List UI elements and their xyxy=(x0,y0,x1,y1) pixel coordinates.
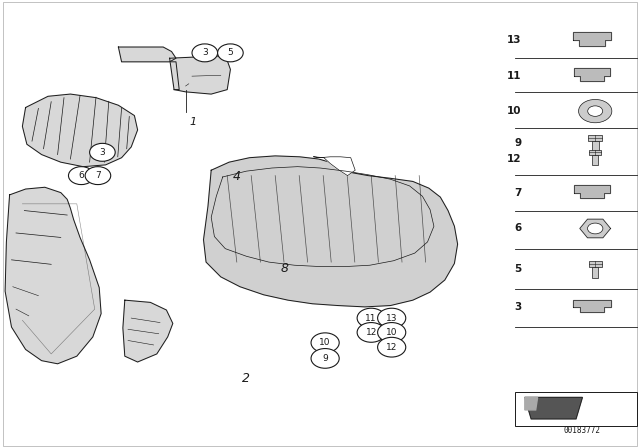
Text: 9: 9 xyxy=(515,138,522,148)
Circle shape xyxy=(85,167,111,185)
Text: 2: 2 xyxy=(243,372,250,385)
Text: 10: 10 xyxy=(507,106,522,116)
Bar xyxy=(591,141,598,153)
Circle shape xyxy=(357,308,385,328)
Polygon shape xyxy=(580,219,611,238)
Text: 6: 6 xyxy=(515,224,522,233)
Text: 11: 11 xyxy=(365,314,377,323)
Polygon shape xyxy=(172,62,179,90)
Polygon shape xyxy=(525,397,582,419)
Bar xyxy=(588,135,602,141)
Circle shape xyxy=(579,99,612,123)
Text: 7: 7 xyxy=(95,171,100,180)
Polygon shape xyxy=(22,94,138,167)
Polygon shape xyxy=(573,300,611,312)
Polygon shape xyxy=(204,156,458,307)
Circle shape xyxy=(68,167,94,185)
Text: 5: 5 xyxy=(228,48,233,57)
Bar xyxy=(592,267,598,278)
Text: 1: 1 xyxy=(189,117,196,127)
Text: 13: 13 xyxy=(386,314,397,323)
Circle shape xyxy=(378,308,406,328)
Bar xyxy=(589,150,601,155)
Text: 3: 3 xyxy=(100,148,105,157)
Polygon shape xyxy=(314,157,355,176)
Text: 12: 12 xyxy=(507,154,522,164)
Bar xyxy=(593,155,598,165)
Bar xyxy=(589,261,602,267)
Text: 12: 12 xyxy=(365,328,377,337)
Circle shape xyxy=(588,106,603,116)
Text: 11: 11 xyxy=(507,71,522,81)
Circle shape xyxy=(90,143,115,161)
Polygon shape xyxy=(575,69,609,82)
Circle shape xyxy=(378,337,406,357)
Text: 10: 10 xyxy=(386,328,397,337)
Circle shape xyxy=(218,44,243,62)
Circle shape xyxy=(378,323,406,342)
Bar xyxy=(515,392,637,426)
Text: 7: 7 xyxy=(514,188,522,198)
Text: 9: 9 xyxy=(323,354,328,363)
Polygon shape xyxy=(525,397,538,410)
Text: 10: 10 xyxy=(319,338,331,347)
Text: 5: 5 xyxy=(515,264,522,274)
Text: 3: 3 xyxy=(202,48,207,57)
Circle shape xyxy=(311,333,339,353)
Text: 12: 12 xyxy=(386,343,397,352)
Polygon shape xyxy=(5,187,101,364)
Polygon shape xyxy=(123,300,173,362)
Circle shape xyxy=(357,323,385,342)
Text: 13: 13 xyxy=(507,35,522,45)
Text: 8: 8 xyxy=(281,262,289,276)
Polygon shape xyxy=(573,32,611,46)
Polygon shape xyxy=(118,47,176,62)
Text: 6: 6 xyxy=(79,171,84,180)
Circle shape xyxy=(192,44,218,62)
Circle shape xyxy=(311,349,339,368)
Text: 4: 4 xyxy=(233,170,241,184)
Polygon shape xyxy=(170,56,230,94)
Polygon shape xyxy=(575,185,609,198)
Text: 3: 3 xyxy=(515,302,522,312)
Text: 00183772: 00183772 xyxy=(564,426,601,435)
Circle shape xyxy=(588,223,603,234)
